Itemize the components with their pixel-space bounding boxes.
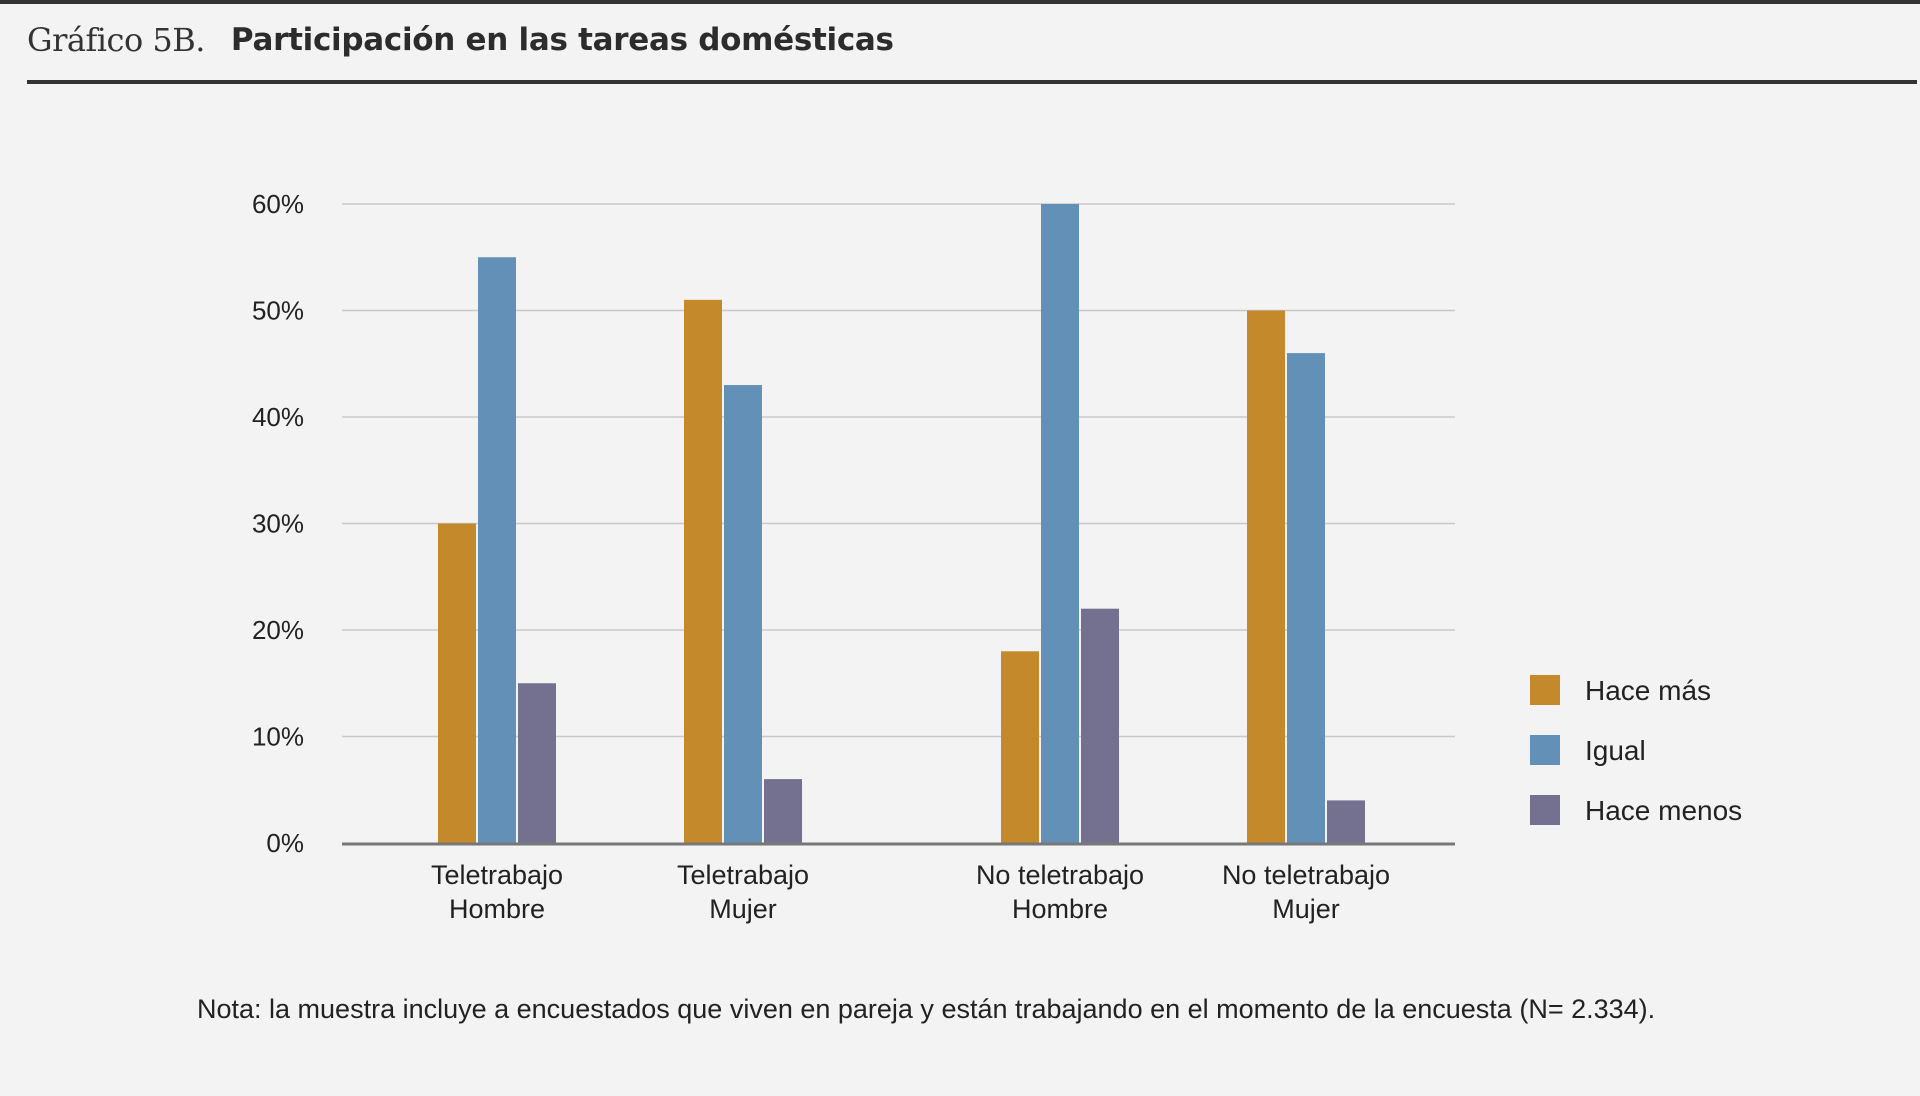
figure-header: Gráfico 5B. Participación en las tareas … xyxy=(27,14,894,66)
legend-label: Hace más xyxy=(1585,675,1711,706)
footnote: Nota: la muestra incluye a encuestados q… xyxy=(197,994,1656,1024)
x-tick-label: Teletrabajo xyxy=(677,860,809,890)
bar-1-2 xyxy=(764,779,802,843)
x-tick-label: No teletrabajo xyxy=(1222,860,1390,890)
y-tick-label: 40% xyxy=(252,402,304,432)
bar-3-1 xyxy=(1287,353,1325,843)
y-axis-ticks: 0% 10% 20% 30% 40% 50% 60% xyxy=(252,189,304,858)
bars xyxy=(438,204,1365,844)
top-rule xyxy=(0,0,1920,4)
x-tick-label: Mujer xyxy=(709,894,777,924)
x-tick-label: No teletrabajo xyxy=(976,860,1144,890)
legend-label: Igual xyxy=(1585,735,1646,766)
y-tick-label: 10% xyxy=(252,722,304,752)
header-rule xyxy=(27,80,1917,84)
legend-label: Hace menos xyxy=(1585,795,1742,826)
legend-swatch xyxy=(1530,675,1560,705)
y-tick-label: 0% xyxy=(266,828,304,858)
y-tick-label: 60% xyxy=(252,189,304,219)
bar-1-1 xyxy=(724,385,762,843)
bar-0-2 xyxy=(518,683,556,843)
bar-2-1 xyxy=(1041,204,1079,843)
x-tick-label: Hombre xyxy=(1012,894,1108,924)
bar-2-2 xyxy=(1081,608,1119,843)
y-tick-label: 30% xyxy=(252,509,304,539)
bar-1-0 xyxy=(684,299,722,844)
legend-swatch xyxy=(1530,795,1560,825)
x-tick-label: Teletrabajo xyxy=(431,860,563,890)
bar-0-0 xyxy=(438,523,476,843)
bar-2-0 xyxy=(1001,651,1039,843)
x-tick-label: Hombre xyxy=(449,894,545,924)
y-tick-label: 50% xyxy=(252,296,304,326)
bar-3-2 xyxy=(1327,800,1365,843)
x-tick-label: Mujer xyxy=(1272,894,1340,924)
bar-0-1 xyxy=(478,257,516,843)
legend-swatch xyxy=(1530,735,1560,765)
legend: Hace más Igual Hace menos xyxy=(1530,675,1742,826)
x-axis-labels: Teletrabajo Hombre Teletrabajo Mujer No tele… xyxy=(431,860,1390,924)
chart-title: Participación en las tareas domésticas xyxy=(230,22,894,58)
figure-label: Gráfico 5B. xyxy=(27,21,205,59)
y-tick-label: 20% xyxy=(252,615,304,645)
bar-3-0 xyxy=(1247,310,1285,843)
